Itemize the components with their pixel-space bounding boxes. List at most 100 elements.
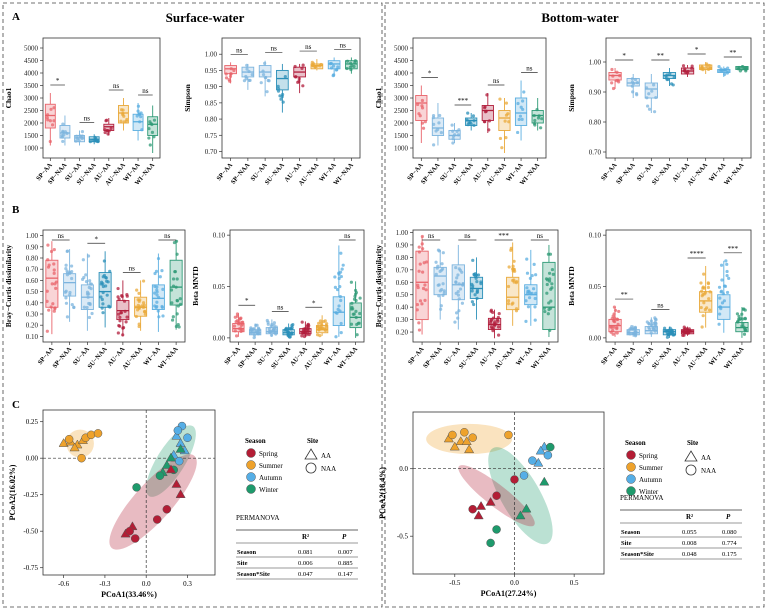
- data-point: [705, 64, 709, 68]
- data-point: [488, 321, 493, 325]
- y-tick-label: 4000: [394, 70, 409, 78]
- data-point: [645, 96, 649, 100]
- data-point: [232, 324, 237, 328]
- data-point: [68, 293, 72, 297]
- legend-swatch-winter: [626, 486, 636, 496]
- legend-site-title: Site: [687, 439, 698, 447]
- data-point: [436, 127, 440, 132]
- data-point: [504, 136, 508, 140]
- table-cell: 0.774: [722, 540, 737, 547]
- data-point: [700, 289, 704, 293]
- box-WI−AA: [717, 259, 731, 333]
- panel-letter-b: B: [12, 204, 20, 216]
- data-point: [137, 299, 141, 303]
- data-point: [70, 264, 74, 268]
- y-tick-label: 3000: [394, 95, 409, 103]
- data-point: [352, 312, 356, 316]
- data-point: [333, 285, 338, 290]
- data-point: [88, 282, 92, 286]
- point-aa-winter: [165, 452, 177, 462]
- box-SU−AA: [74, 129, 85, 146]
- data-point: [158, 275, 162, 279]
- data-point: [63, 290, 67, 294]
- y-tick-label: 2000: [24, 120, 39, 128]
- data-point: [432, 122, 436, 126]
- data-point: [241, 320, 245, 324]
- data-point: [257, 331, 261, 336]
- data-point: [700, 294, 704, 298]
- data-point: [437, 249, 441, 253]
- box-AU−AA: [103, 118, 115, 136]
- data-point: [238, 327, 242, 331]
- data-point: [302, 334, 307, 339]
- data-point: [473, 293, 477, 297]
- data-point: [170, 318, 175, 322]
- data-point: [504, 113, 509, 117]
- data-point: [537, 114, 541, 118]
- box-SU−NAA: [662, 326, 677, 339]
- data-point: [706, 282, 711, 286]
- box-AU−AA: [293, 63, 306, 94]
- data-point: [547, 271, 552, 275]
- data-point: [483, 105, 487, 109]
- data-point: [653, 329, 657, 333]
- data-point: [670, 329, 674, 333]
- sig-label: ns: [657, 301, 664, 309]
- data-point: [719, 307, 723, 311]
- data-point: [456, 293, 461, 297]
- data-point: [50, 282, 54, 286]
- data-point: [439, 130, 444, 135]
- data-point: [135, 114, 139, 118]
- data-point: [420, 121, 425, 125]
- data-point: [724, 259, 728, 263]
- data-point: [472, 302, 476, 307]
- data-point: [417, 321, 421, 325]
- data-point: [520, 117, 524, 121]
- point-aa-spring: [473, 510, 484, 520]
- data-point: [136, 104, 141, 108]
- table-header: R²: [686, 513, 693, 521]
- data-point: [682, 69, 687, 73]
- data-point: [147, 126, 151, 131]
- data-point: [500, 146, 504, 150]
- panel-frame: [412, 411, 605, 575]
- data-point: [483, 110, 488, 114]
- data-point: [420, 98, 425, 103]
- data-point: [125, 293, 129, 297]
- data-point: [682, 325, 686, 329]
- data-point: [281, 100, 285, 104]
- data-point: [245, 67, 249, 71]
- box-AU−NAA: [699, 62, 713, 74]
- data-point: [454, 311, 459, 315]
- point-naa-summer: [468, 433, 477, 442]
- data-point: [665, 331, 669, 335]
- data-point: [665, 73, 669, 77]
- box-SU−AA: [265, 318, 279, 337]
- data-point: [699, 281, 703, 285]
- data-point: [306, 327, 310, 331]
- data-point: [353, 294, 357, 298]
- data-point: [549, 299, 553, 303]
- data-point: [415, 308, 419, 312]
- data-point: [64, 296, 68, 300]
- data-point: [550, 286, 554, 290]
- data-point: [424, 288, 428, 292]
- data-point: [725, 273, 729, 278]
- y-tick-label: 0.90: [589, 89, 602, 97]
- data-point: [742, 332, 747, 336]
- y-tick-label: 0.20: [396, 329, 409, 337]
- data-point: [323, 319, 327, 323]
- data-point: [355, 333, 359, 337]
- point-naa-spring: [130, 534, 140, 543]
- data-point: [437, 121, 441, 125]
- x-tick-label: -0.3: [99, 580, 111, 588]
- data-point: [316, 325, 320, 329]
- box-SP−AA: [44, 93, 56, 146]
- panel-frame: [605, 37, 752, 159]
- data-point: [700, 325, 704, 329]
- data-point: [318, 334, 322, 338]
- point-naa-spring: [162, 505, 172, 514]
- data-point: [173, 270, 177, 274]
- data-point: [136, 109, 140, 113]
- data-point: [335, 68, 339, 72]
